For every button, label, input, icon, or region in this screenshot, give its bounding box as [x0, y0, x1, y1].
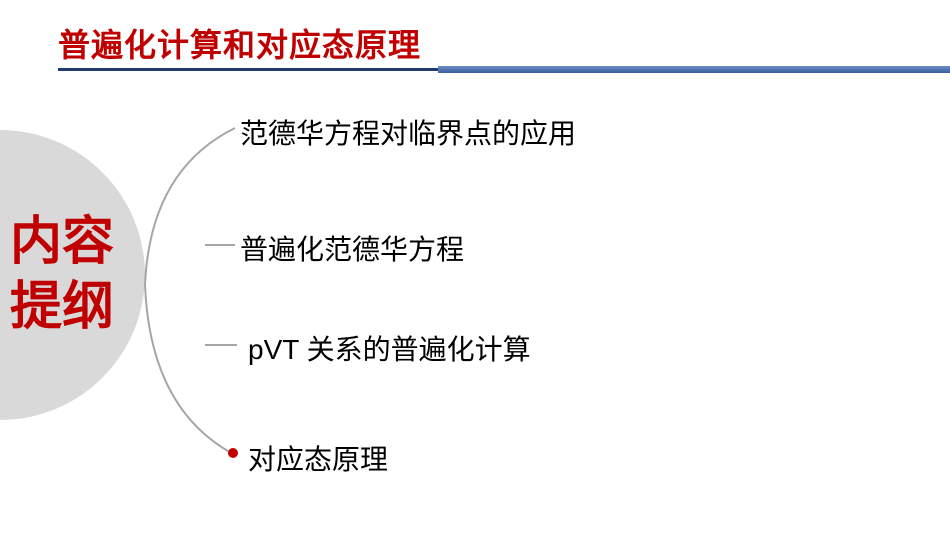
connector-line-3: [205, 344, 237, 346]
content-diagram: 范德华方程对临界点的应用 普遍化范德华方程 pVT 关系的普遍化计算 对应态原理: [130, 110, 830, 490]
connector-line-2: [205, 244, 235, 246]
outline-label-line1: 内容: [10, 210, 114, 275]
outline-label: 内容 提纲: [10, 210, 114, 340]
outline-label-line2: 提纲: [10, 275, 114, 340]
title-underline-blue: [438, 66, 950, 73]
connector-arc: [130, 110, 330, 490]
list-item: 范德华方程对临界点的应用: [240, 112, 576, 152]
slide-title: 普遍化计算和对应态原理: [58, 20, 421, 66]
list-item: pVT 关系的普遍化计算: [248, 328, 531, 368]
title-underline-dark: [58, 68, 438, 71]
list-item: 普遍化范德华方程: [240, 228, 464, 268]
list-item: 对应态原理: [248, 438, 388, 478]
slide-header: 普遍化计算和对应态原理: [0, 20, 950, 70]
bullet-dot-icon: [228, 448, 238, 458]
